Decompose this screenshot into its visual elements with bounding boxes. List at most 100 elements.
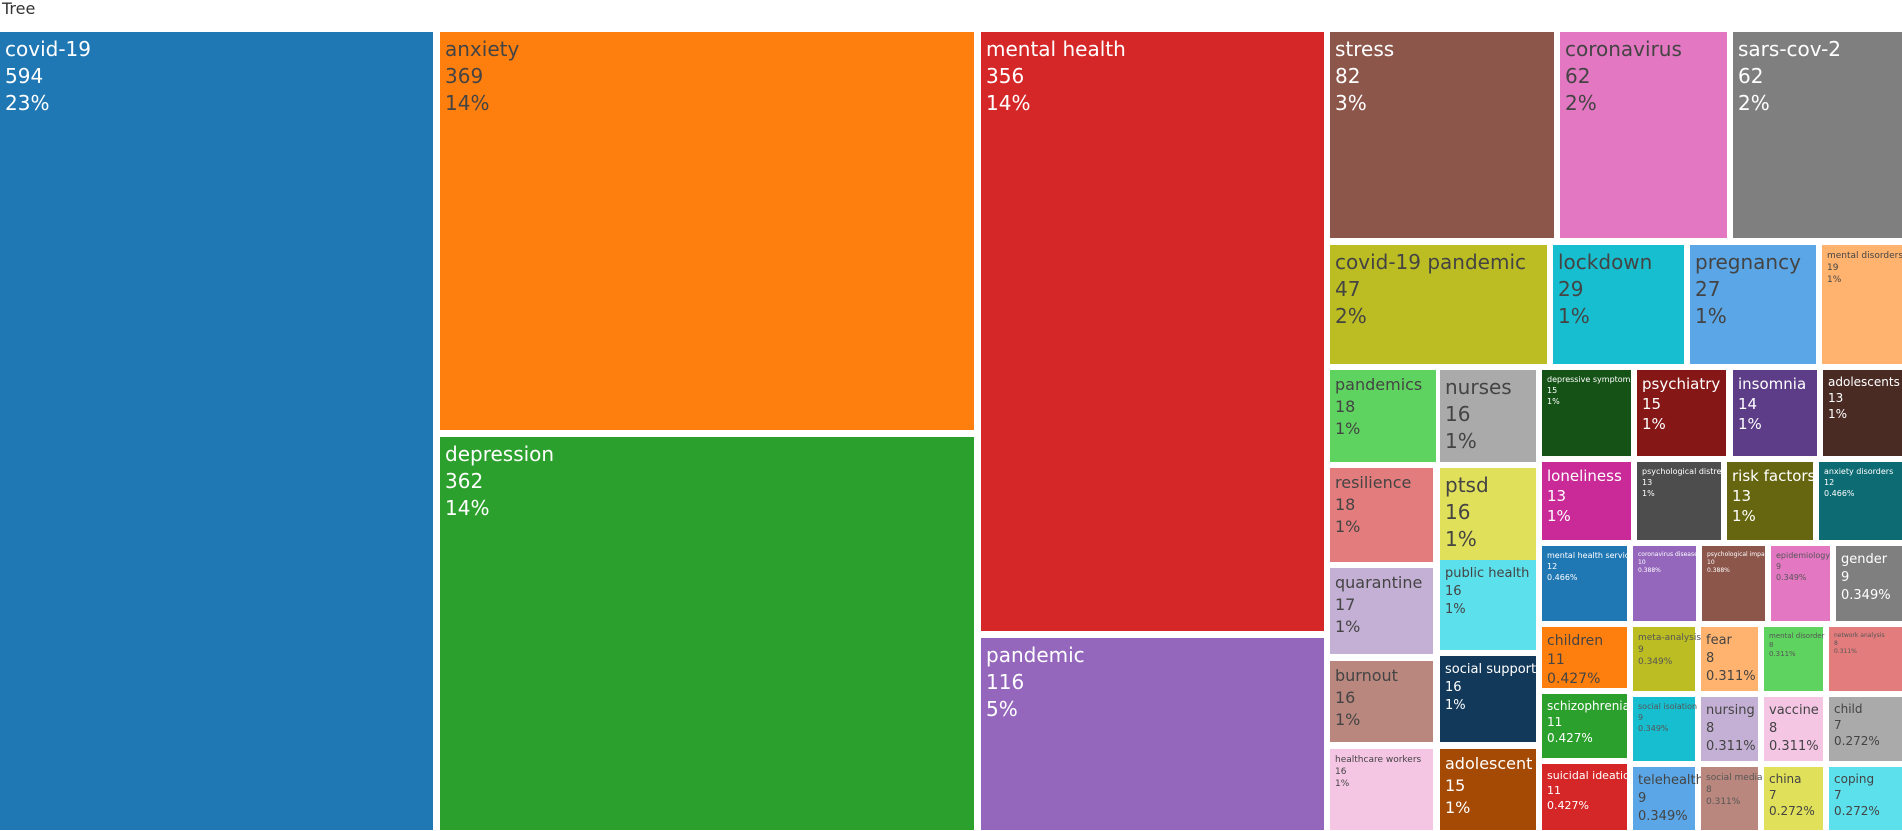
treemap-tile-rect[interactable]: [1829, 767, 1902, 830]
treemap-tile-nursing[interactable]: nursing 8 0.311%: [1701, 697, 1758, 761]
treemap-tile-child[interactable]: child 7 0.272%: [1829, 697, 1902, 761]
treemap-tile-anxiety-disorders[interactable]: anxiety disorders 12 0.466%: [1819, 462, 1902, 540]
treemap-tile-rect[interactable]: [1633, 627, 1695, 691]
treemap-tile-rect[interactable]: [1733, 32, 1902, 238]
treemap-tile-rect[interactable]: [981, 32, 1324, 631]
treemap-tile-rect[interactable]: [1553, 245, 1684, 364]
treemap-tile-rect[interactable]: [1702, 546, 1765, 621]
treemap-tile-rect[interactable]: [1764, 767, 1823, 830]
treemap-tile-social-isolation[interactable]: social isolation 9 0.349%: [1633, 697, 1697, 761]
treemap-tile-rect[interactable]: [0, 32, 433, 830]
treemap-tile-insomnia[interactable]: insomnia 14 1%: [1733, 370, 1817, 456]
treemap-tile-healthcare-workers[interactable]: healthcare workers 16 1%: [1330, 749, 1433, 830]
treemap-tile-rect[interactable]: [1727, 462, 1813, 540]
treemap-tile-rect[interactable]: [1764, 627, 1823, 691]
treemap-tile-burnout[interactable]: burnout 16 1%: [1330, 661, 1433, 742]
treemap-tile-rect[interactable]: [1330, 32, 1554, 238]
treemap-tile-rect[interactable]: [1440, 656, 1536, 742]
treemap-tile-rect[interactable]: [1764, 697, 1823, 761]
treemap-tile-nurses[interactable]: nurses 16 1%: [1440, 370, 1536, 462]
treemap-tile-mental-disorders[interactable]: mental disorders 19 1%: [1822, 245, 1902, 364]
treemap-tile-epidemiology[interactable]: epidemiology 9 0.349%: [1771, 546, 1830, 621]
treemap-tile-rect[interactable]: [1701, 767, 1758, 830]
treemap-tile-rect[interactable]: [1440, 560, 1536, 650]
treemap-tile-rect[interactable]: [1633, 546, 1696, 621]
treemap-tile-pregnancy[interactable]: pregnancy 27 1%: [1690, 245, 1816, 364]
treemap-tile-coping[interactable]: coping 7 0.272%: [1829, 767, 1902, 830]
treemap-tile-rect[interactable]: [1637, 370, 1726, 456]
treemap-tile-rect[interactable]: [1733, 370, 1817, 456]
treemap-tile-rect[interactable]: [981, 638, 1324, 830]
treemap-tile-rect[interactable]: [1440, 749, 1536, 830]
treemap-tile-rect[interactable]: [1330, 370, 1436, 462]
treemap-tile-rect[interactable]: [1637, 462, 1721, 540]
treemap-tile-psychiatry[interactable]: psychiatry 15 1%: [1637, 370, 1726, 456]
treemap-tile-rect[interactable]: [1829, 627, 1902, 691]
treemap-tile-rect[interactable]: [1542, 627, 1627, 688]
treemap-tile-loneliness[interactable]: loneliness 13 1%: [1542, 462, 1631, 540]
treemap-tile-ptsd[interactable]: ptsd 16 1%: [1440, 468, 1536, 560]
treemap-tile-children[interactable]: children 11 0.427%: [1542, 627, 1627, 688]
treemap-tile-gender[interactable]: gender 9 0.349%: [1836, 546, 1902, 621]
treemap-tile-covid-19-pandemic[interactable]: covid-19 pandemic 47 2%: [1330, 245, 1547, 364]
treemap-tile-rect[interactable]: [440, 437, 974, 830]
treemap-tile-depression[interactable]: depression 362 14%: [440, 437, 974, 830]
treemap-tile-china[interactable]: china 7 0.272%: [1764, 767, 1823, 830]
treemap-tile-rect[interactable]: [1542, 546, 1627, 621]
treemap-tile-rect[interactable]: [1822, 245, 1902, 364]
treemap-tile-stress[interactable]: stress 82 3%: [1330, 32, 1554, 238]
treemap-tile-rect[interactable]: [1701, 627, 1758, 691]
treemap-tile-pandemics[interactable]: pandemics 18 1%: [1330, 370, 1436, 462]
treemap-tile-rect[interactable]: [1542, 462, 1631, 540]
treemap-tile-rect[interactable]: [1330, 661, 1433, 742]
treemap-tile-rect[interactable]: [440, 32, 974, 430]
treemap-tile-resilience[interactable]: resilience 18 1%: [1330, 468, 1433, 562]
treemap-tile-rect[interactable]: [1330, 468, 1433, 562]
treemap-tile-rect[interactable]: [1542, 694, 1627, 758]
treemap-tile-pandemic[interactable]: pandemic 116 5%: [981, 638, 1324, 830]
treemap-tile-rect[interactable]: [1440, 370, 1536, 462]
treemap-tile-telehealth[interactable]: telehealth 9 0.349%: [1633, 767, 1704, 830]
treemap-tile-rect[interactable]: [1330, 568, 1433, 654]
treemap-tile-public-health[interactable]: public health 16 1%: [1440, 560, 1536, 650]
treemap-tile-suicidal-ideation[interactable]: suicidal ideation 11 0.427%: [1542, 764, 1637, 830]
treemap-tile-anxiety[interactable]: anxiety 369 14%: [440, 32, 974, 430]
treemap-tile-rect[interactable]: [1330, 749, 1433, 830]
treemap-tile-risk-factors[interactable]: risk factors 13 1%: [1727, 462, 1816, 540]
treemap-tile-rect[interactable]: [1836, 546, 1902, 621]
treemap-tile-mental-health-services[interactable]: mental health services 12 0.466%: [1542, 546, 1638, 621]
treemap-tile-schizophrenia[interactable]: schizophrenia 11 0.427%: [1542, 694, 1630, 758]
treemap-tile-rect[interactable]: [1330, 245, 1547, 364]
treemap-tile-rect[interactable]: [1560, 32, 1727, 238]
treemap-tile-social-support[interactable]: social support 16 1%: [1440, 656, 1536, 742]
treemap-tile-rect[interactable]: [1823, 370, 1902, 456]
treemap-tile-fear[interactable]: fear 8 0.311%: [1701, 627, 1758, 691]
treemap-tile-rect[interactable]: [1633, 767, 1695, 830]
treemap-tile-covid-19[interactable]: covid-19 594 23%: [0, 32, 433, 830]
treemap-tile-social-media[interactable]: social media 8 0.311%: [1701, 767, 1763, 830]
treemap-tile-adolescents[interactable]: adolescents 13 1%: [1823, 370, 1902, 456]
treemap-tile-rect[interactable]: [1771, 546, 1830, 621]
treemap-tile-meta-analysis[interactable]: meta-analysis 9 0.349%: [1633, 627, 1701, 691]
treemap-tile-coronavirus[interactable]: coronavirus 62 2%: [1560, 32, 1727, 238]
treemap-tile-vaccine[interactable]: vaccine 8 0.311%: [1764, 697, 1823, 761]
treemap-tile-rect[interactable]: [1829, 697, 1902, 761]
treemap-tile-adolescent[interactable]: adolescent 15 1%: [1440, 749, 1536, 830]
treemap-tile-rect[interactable]: [1819, 462, 1902, 540]
treemap-tile-sars-cov-2[interactable]: sars-cov-2 62 2%: [1733, 32, 1902, 238]
treemap-tile-rect[interactable]: [1633, 697, 1695, 761]
treemap-tile-lockdown[interactable]: lockdown 29 1%: [1553, 245, 1684, 364]
treemap-tile-mental-health[interactable]: mental health 356 14%: [981, 32, 1324, 631]
treemap-tile-rect[interactable]: [1701, 697, 1758, 761]
treemap-tile-quarantine[interactable]: quarantine 17 1%: [1330, 568, 1433, 654]
treemap-tile-rect[interactable]: [1690, 245, 1816, 364]
treemap-tile-rect[interactable]: [1542, 764, 1627, 830]
treemap-tile-depressive-symptoms[interactable]: depressive symptoms 15 1%: [1542, 370, 1635, 456]
treemap-tile-rect[interactable]: [1440, 468, 1536, 560]
treemap-tile-psychological-distress[interactable]: psychological distress 13 1%: [1637, 462, 1730, 540]
treemap-tile-rect[interactable]: [1542, 370, 1631, 456]
